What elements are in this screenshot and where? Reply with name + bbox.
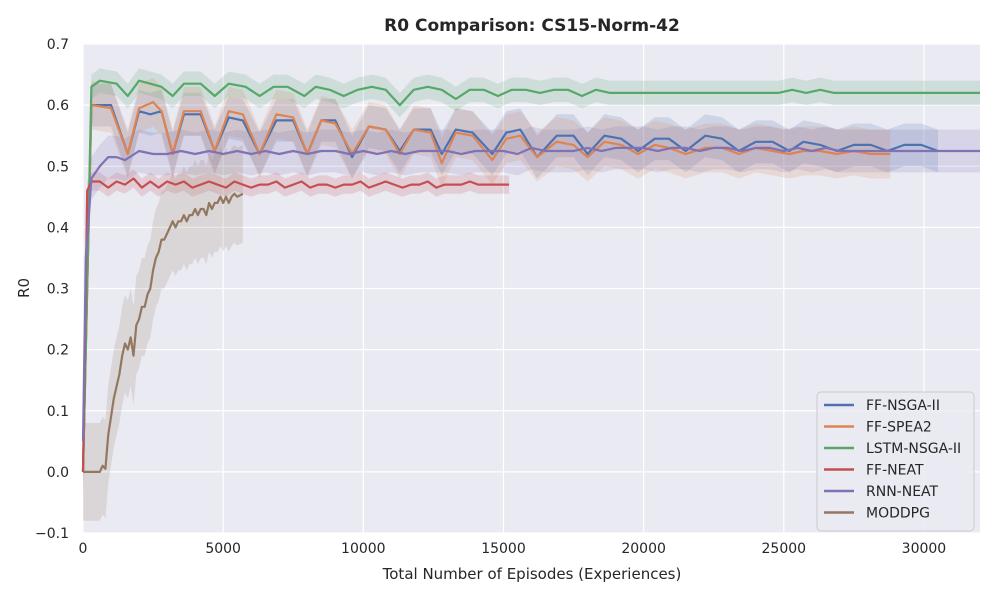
line-ff-spea2 [81, 100, 891, 472]
x-tick-label: 25000 [762, 541, 807, 557]
legend-label-ff-spea2: FF-SPEA2 [866, 420, 932, 436]
line-lstm-nsga-ii [81, 79, 980, 472]
y-tick-label: −0.1 [35, 526, 69, 542]
y-tick-label: 0.3 [47, 282, 69, 298]
y-tick-label: 0.0 [47, 465, 69, 481]
band-moddpg [83, 144, 243, 521]
y-axis-label: R0 [15, 278, 33, 298]
series-lines [81, 79, 980, 473]
legend-box [816, 391, 975, 532]
x-axis-ticks: 0 5000 10000 15000 20000 25000 30000 [79, 541, 947, 557]
line-moddpg [83, 192, 244, 473]
legend: FF-NSGA-II FF-SPEA2 LSTM-NSGA-II FF-NEAT RNN… [816, 391, 975, 532]
line-ff-neat [81, 177, 510, 472]
y-axis-ticks: −0.1 0.0 0.1 0.2 0.3 0.4 0.5 0.6 0.7 [35, 37, 69, 542]
y-tick-label: 0.5 [47, 159, 69, 175]
x-axis-label: Total Number of Episodes (Experiences) [382, 565, 682, 583]
x-tick-label: 0 [79, 541, 88, 557]
y-tick-label: 0.7 [47, 37, 69, 53]
chart-title: R0 Comparison: CS15-Norm-42 [384, 16, 680, 36]
x-tick-label: 5000 [205, 541, 241, 557]
x-tick-label: 30000 [902, 541, 947, 557]
y-tick-label: 0.1 [47, 404, 69, 420]
band-rnn-neat [83, 126, 980, 463]
x-tick-label: 15000 [481, 541, 526, 557]
x-tick-label: 10000 [341, 541, 386, 557]
line-rnn-neat [81, 146, 980, 442]
legend-label-rnn-neat: RNN-NEAT [866, 484, 939, 500]
legend-label-ff-neat: FF-NEAT [866, 463, 924, 479]
legend-label-ff-nsga-ii: FF-NSGA-II [866, 398, 940, 414]
legend-label-lstm-nsga-ii: LSTM-NSGA-II [866, 441, 961, 457]
y-tick-label: 0.2 [47, 343, 69, 359]
x-tick-label: 20000 [621, 541, 666, 557]
y-tick-label: 0.4 [47, 220, 69, 236]
band-ff-nsga-ii [83, 83, 938, 494]
legend-label-moddpg: MODDPG [866, 506, 930, 522]
y-tick-label: 0.6 [47, 98, 69, 114]
